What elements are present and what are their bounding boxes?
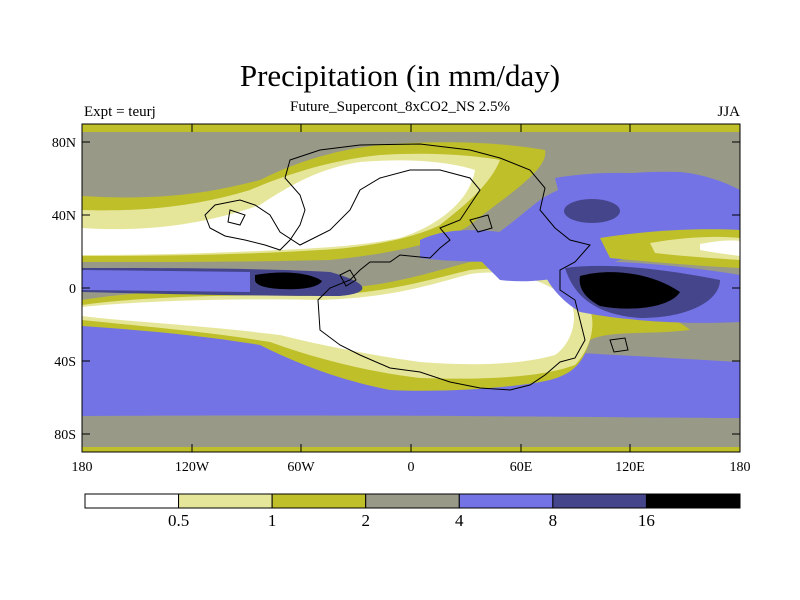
- x-tick-label: 180: [72, 460, 93, 475]
- continent-outline: [204, 143, 629, 391]
- x-tick-label: 60W: [287, 460, 315, 475]
- central-wet-zone: [420, 230, 524, 262]
- y-tick-label: 80N: [52, 136, 76, 151]
- colorbar-label: 2: [361, 511, 370, 530]
- colorbar-swatch: [365, 493, 460, 509]
- itcz-east-max: [579, 272, 680, 309]
- colorbar-swatch: [84, 493, 180, 509]
- x-tick-label: 0: [408, 460, 415, 475]
- colorbar-label: 0.5: [168, 511, 189, 530]
- experiment-label: Expt = teurj: [84, 104, 156, 120]
- northern-desert: [82, 160, 475, 255]
- colorbar-swatch: [458, 493, 554, 509]
- map-field: [82, 124, 740, 452]
- x-tick-label: 60E: [510, 460, 533, 475]
- itcz-west-outer: [82, 270, 250, 292]
- season-label: JJA: [717, 104, 740, 120]
- plot-subtitle: Future_Supercont_8xCO2_NS 2.5%: [290, 99, 510, 115]
- colorbar: 0.5 1 2 4 8 16: [84, 493, 741, 530]
- x-axis: 180 120W 60W 0 60E 120E 180: [72, 124, 751, 475]
- colorbar-swatch: [645, 493, 741, 509]
- itcz-west-max: [255, 272, 322, 290]
- colorbar-swatch: [178, 493, 273, 509]
- colorbar-label: 1: [268, 511, 277, 530]
- northeast-wet-strip: [555, 172, 700, 198]
- colorbar-label: 8: [549, 511, 558, 530]
- y-tick-label: 40S: [54, 355, 76, 370]
- y-tick-label: 0: [69, 282, 76, 297]
- colorbar-label: 16: [638, 511, 655, 530]
- y-axis: 80N 40N 0 40S 80S: [52, 136, 740, 443]
- plot-title: Precipitation (in mm/day): [239, 58, 561, 93]
- colorbar-swatch: [552, 493, 647, 509]
- x-tick-label: 180: [730, 460, 751, 475]
- x-tick-label: 120E: [615, 460, 645, 475]
- northeast-wet-core: [564, 199, 620, 223]
- y-tick-label: 40N: [52, 209, 76, 224]
- northeast-wet-region: [470, 171, 740, 282]
- east-dry-tongue-core: [700, 240, 740, 256]
- colorbar-swatch: [271, 493, 367, 509]
- colorbar-label: 4: [455, 511, 464, 530]
- southern-desert: [82, 272, 575, 365]
- x-tick-label: 120W: [175, 460, 210, 475]
- y-tick-label: 80S: [54, 428, 76, 443]
